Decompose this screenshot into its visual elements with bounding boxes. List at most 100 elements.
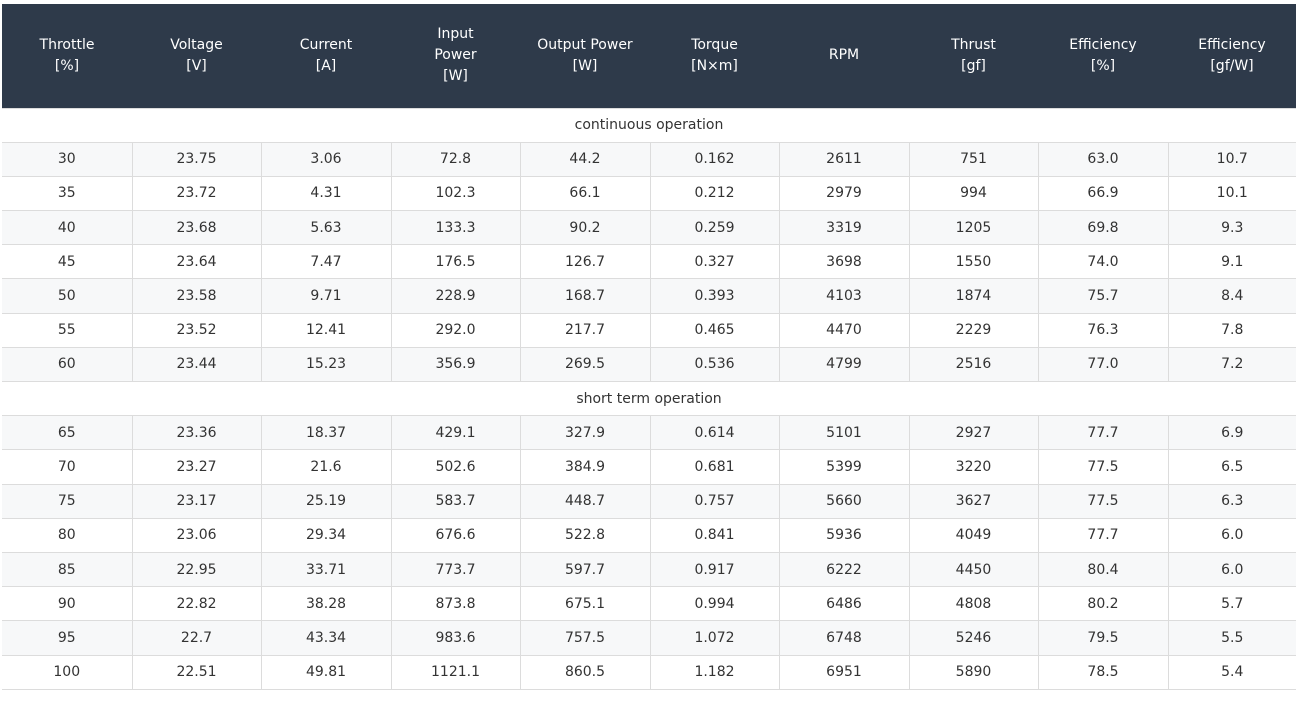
table-cell: 5.63 [260,210,392,246]
table-cell: 78.5 [1037,654,1169,690]
table-cell: 45 [2,244,133,280]
table-row: 35 23.72 4.31 102.3 66.1 0.212 2979 994 66.9 10.1 [2,175,1296,212]
table-cell: 77.7 [1037,415,1169,451]
table-cell: 40 [2,210,133,246]
table-row: 65 23.36 18.37 429.1 327.9 0.614 5101 2927 77.7 6… [2,415,1296,451]
table-cell: 0.757 [649,483,780,519]
column-header: Efficiency [%] [1038,4,1168,108]
table-cell: 4103 [778,278,910,314]
table-row: 95 22.7 43.34 983.6 757.5 1.072 6748 5246 79.5 5.… [2,620,1296,656]
column-header-line: Throttle [39,36,95,53]
table-cell: 22.7 [131,620,262,656]
table-cell: 23.52 [131,312,262,348]
table-cell: 5.4 [1167,654,1296,690]
table-cell: 6748 [778,620,910,656]
table-cell: 3319 [778,210,910,246]
table-cell: 74.0 [1037,244,1169,280]
column-header: Torque [N×m] [650,4,779,108]
table-cell: 5399 [778,449,910,485]
table-cell: 12.41 [260,312,392,348]
table-cell: 0.681 [649,449,780,485]
column-header: Thrust [gf] [909,4,1038,108]
table-cell: 0.259 [649,210,780,246]
table-row: 100 22.51 49.81 1121.1 860.5 1.182 6951 5890 78.… [2,654,1296,690]
table-header: Throttle [%] Voltage [V] Current [A] Input Powe… [2,4,1296,108]
column-header-line: Efficiency [1069,36,1137,53]
table-cell: 994 [908,175,1039,212]
section-title: short term operation [2,380,1296,417]
table-cell: 69.8 [1037,210,1169,246]
table-cell: 100 [2,654,133,690]
table-cell: 522.8 [519,517,651,553]
column-header-line: Current [299,36,353,53]
table-cell: 72.8 [390,141,521,177]
table-cell: 126.7 [519,244,651,280]
column-header-line: Voltage [170,36,223,53]
table-cell: 9.71 [260,278,392,314]
table-cell: 133.3 [390,210,521,246]
table-cell: 0.162 [649,141,780,177]
table-cell: 168.7 [519,278,651,314]
table-cell: 5.7 [1167,586,1296,622]
table-cell: 1205 [908,210,1039,246]
table-cell: 4799 [778,346,910,383]
table-cell: 4450 [908,551,1039,588]
table-cell: 30 [2,141,133,177]
table-cell: 8.4 [1167,278,1296,314]
table-cell: 5101 [778,415,910,451]
table-cell: 44.2 [519,141,651,177]
table-cell: 6.3 [1167,483,1296,519]
table-cell: 327.9 [519,415,651,451]
table-cell: 102.3 [390,175,521,212]
table-cell: 70 [2,449,133,485]
motor-test-table: Throttle [%] Voltage [V] Current [A] Input Powe… [2,4,1296,690]
table-cell: 6222 [778,551,910,588]
table-cell: 9.1 [1167,244,1296,280]
table-cell: 23.17 [131,483,262,519]
table-cell: 55 [2,312,133,348]
column-header-line: Power [434,47,477,64]
table-cell: 176.5 [390,244,521,280]
column-header-line: Output Power [537,36,633,53]
table-cell: 43.34 [260,620,392,656]
table-row: 85 22.95 33.71 773.7 597.7 0.917 6222 4450 80.4 6… [2,551,1296,588]
table-cell: 9.3 [1167,210,1296,246]
table-cell: 63.0 [1037,141,1169,177]
table-cell: 7.2 [1167,346,1296,383]
table-cell: 49.81 [260,654,392,690]
table-cell: 22.51 [131,654,262,690]
table-cell: 583.7 [390,483,521,519]
table-cell: 4.31 [260,175,392,212]
table-cell: 10.1 [1167,175,1296,212]
table-cell: 0.212 [649,175,780,212]
table-cell: 292.0 [390,312,521,348]
table-cell: 22.95 [131,551,262,588]
table-cell: 3627 [908,483,1039,519]
section-header-row: short term operation [2,380,1296,417]
table-cell: 15.23 [260,346,392,383]
table-cell: 751 [908,141,1039,177]
table-cell: 1550 [908,244,1039,280]
column-header-line: [V] [186,57,207,74]
column-header: RPM [779,4,909,108]
table-cell: 5660 [778,483,910,519]
table-cell: 269.5 [519,346,651,383]
column-header-line: [A] [315,57,337,74]
table-cell: 384.9 [519,449,651,485]
table-cell: 4049 [908,517,1039,553]
column-header-line: Torque [691,36,738,53]
table-cell: 0.614 [649,415,780,451]
table-cell: 2229 [908,312,1039,348]
table-cell: 33.71 [260,551,392,588]
section-title: continuous operation [2,107,1296,143]
column-header-line: [%] [54,57,80,74]
column-header-line: [gf/W] [1210,57,1254,74]
table-cell: 23.58 [131,278,262,314]
table-cell: 21.6 [260,449,392,485]
table-cell: 23.27 [131,449,262,485]
column-header: Input Power [W] [391,4,520,108]
table-cell: 90 [2,586,133,622]
table-cell: 23.36 [131,415,262,451]
header-row: Throttle [%] Voltage [V] Current [A] Input Powe… [2,4,1296,108]
table-row: 75 23.17 25.19 583.7 448.7 0.757 5660 3627 77.5 6… [2,483,1296,519]
